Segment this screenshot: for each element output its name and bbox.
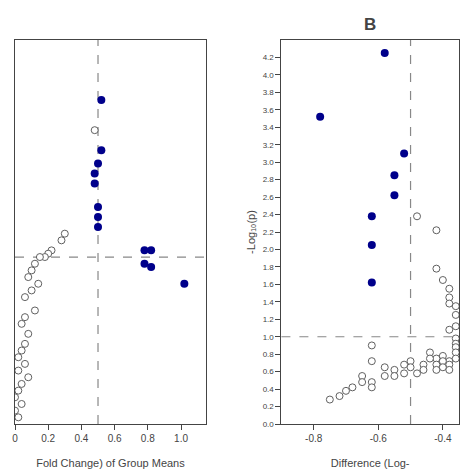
svg-text:0.6: 0.6	[108, 433, 122, 444]
svg-text:3.4: 3.4	[263, 123, 275, 132]
svg-text:B: B	[364, 15, 376, 34]
svg-text:3.8: 3.8	[263, 88, 275, 97]
svg-text:2.6: 2.6	[263, 193, 275, 202]
svg-text:0.0: 0.0	[263, 420, 275, 429]
svg-text:2.2: 2.2	[263, 228, 275, 237]
svg-text:0.2: 0.2	[263, 402, 275, 411]
svg-text:-0.6: -0.6	[370, 433, 388, 444]
svg-text:2.8: 2.8	[263, 175, 275, 184]
svg-text:Fold Change) of Group Means: Fold Change) of Group Means	[36, 457, 185, 469]
svg-text:0.6: 0.6	[263, 367, 275, 376]
svg-text:1.6: 1.6	[263, 280, 275, 289]
svg-text:1.8: 1.8	[263, 263, 275, 272]
svg-text:0.4: 0.4	[263, 385, 275, 394]
svg-text:0.4: 0.4	[74, 433, 88, 444]
svg-text:1.0: 1.0	[174, 433, 188, 444]
svg-text:0.8: 0.8	[263, 350, 275, 359]
svg-text:1.4: 1.4	[263, 298, 275, 307]
svg-text:1.2: 1.2	[263, 315, 275, 324]
svg-text:-0.8: -0.8	[305, 433, 323, 444]
svg-text:0: 0	[12, 433, 18, 444]
svg-text:4.2: 4.2	[263, 53, 275, 62]
svg-text:4.0: 4.0	[263, 71, 275, 80]
svg-text:2.4: 2.4	[263, 210, 275, 219]
svg-text:1.0: 1.0	[263, 333, 275, 342]
svg-text:3.6: 3.6	[263, 106, 275, 115]
svg-text:3.2: 3.2	[263, 141, 275, 150]
svg-text:0.2: 0.2	[41, 433, 55, 444]
svg-text:-0.4: -0.4	[434, 433, 452, 444]
svg-text:-Log₁₀(p): -Log₁₀(p)	[245, 210, 257, 254]
svg-text:0.8: 0.8	[141, 433, 155, 444]
svg-text:3.0: 3.0	[263, 158, 275, 167]
svg-text:Difference (Log-: Difference (Log-	[331, 457, 410, 469]
svg-text:2.0: 2.0	[263, 245, 275, 254]
